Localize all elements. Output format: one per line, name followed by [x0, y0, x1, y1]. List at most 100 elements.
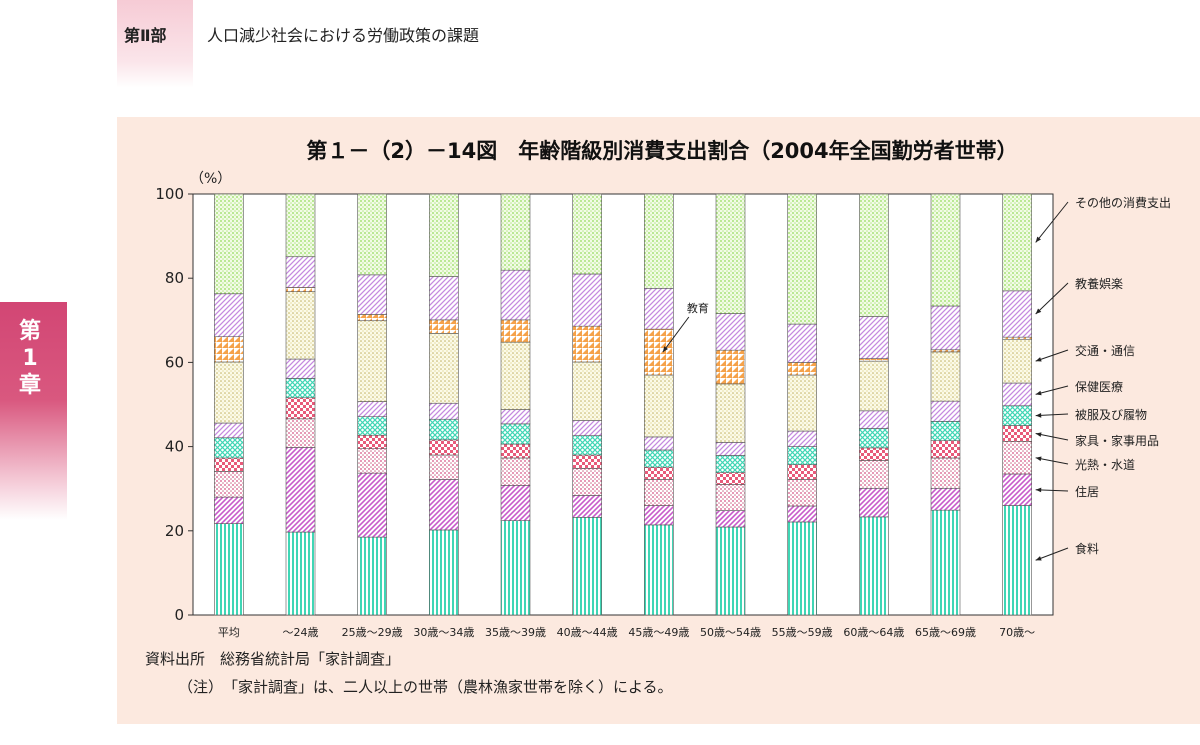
- bar-segment: [644, 524, 674, 616]
- bar-segment: [644, 328, 674, 376]
- bar-segment: [285, 193, 316, 258]
- bar-segment: [572, 495, 602, 518]
- bar-segment: [930, 457, 961, 489]
- y-tick-label: 80: [165, 269, 184, 287]
- legend-pointer-arrow: [1035, 357, 1042, 362]
- bar-segment: [930, 349, 961, 353]
- bar-segment: [572, 435, 602, 456]
- bar-segment: [357, 536, 387, 616]
- annotation-pointer-arrow: [662, 346, 669, 353]
- bar-segment: [214, 496, 244, 524]
- bar-segment: [357, 472, 387, 538]
- bar-segment: [429, 529, 459, 616]
- y-tick-label: 60: [165, 353, 184, 371]
- legend-label: 住居: [1075, 485, 1099, 499]
- part-tab: [117, 0, 193, 88]
- bar-segment: [787, 374, 817, 432]
- bar-segment: [787, 464, 817, 480]
- legend-pointer-arrow: [1035, 308, 1042, 314]
- bar-segment: [715, 349, 746, 385]
- x-tick-label: 25歳～29歳: [342, 626, 403, 639]
- y-tick-label: 40: [165, 438, 184, 456]
- bar-segment: [357, 320, 387, 402]
- bar-segment: [429, 402, 459, 420]
- bar-segment: [357, 434, 387, 450]
- x-tick-label: ～24歳: [283, 626, 319, 639]
- chapter-tab[interactable]: [0, 302, 67, 520]
- source-text: 資料出所 総務省統計局「家計調査」: [145, 650, 401, 668]
- chapter-label-part: 第: [18, 319, 41, 344]
- bar-segment: [859, 460, 889, 489]
- legend-pointer: [1035, 282, 1069, 315]
- legend-pointer: [1035, 547, 1069, 561]
- legend-label: 家具・家事用品: [1075, 433, 1159, 448]
- bar-segment: [357, 448, 387, 474]
- bar-segment: [715, 455, 746, 474]
- legend-pointer-arrow: [1035, 487, 1042, 493]
- bar-segment: [787, 362, 817, 376]
- bar-segment: [285, 418, 316, 448]
- bar-segment: [500, 443, 531, 459]
- y-axis-unit: （%）: [190, 171, 231, 187]
- bar-segment: [1002, 382, 1032, 407]
- legend-pointer-arrow: [1035, 556, 1042, 561]
- legend-pointer: [1035, 385, 1069, 395]
- legend-label: 食料: [1075, 541, 1099, 556]
- bar-segment: [787, 193, 817, 325]
- bar-segment: [214, 336, 244, 363]
- bar-segment: [644, 193, 674, 289]
- bar-segment: [930, 305, 961, 351]
- annotation-pointer: [662, 316, 690, 353]
- bar-segment: [572, 361, 602, 421]
- bar-segment: [285, 358, 316, 379]
- bar-segment: [429, 439, 459, 456]
- x-tick-label: 65歳～69歳: [915, 626, 976, 639]
- bar-segment: [572, 420, 602, 436]
- bar-segment: [429, 333, 459, 404]
- bar-segment: [644, 288, 674, 330]
- legend-pointer-arrow: [1035, 456, 1042, 462]
- bar-segment: [930, 351, 961, 402]
- bar-segment: [214, 437, 244, 459]
- note-text: （注） 「家計調査」は、二人以上の世帯（農林漁家世帯を除く）による。: [178, 678, 673, 696]
- bar-segment: [1002, 336, 1032, 340]
- bar-segment: [214, 361, 244, 424]
- bar-segment: [500, 485, 531, 521]
- bar-segment: [214, 193, 244, 295]
- bar-segment: [1002, 473, 1032, 506]
- bar-segment: [644, 505, 674, 526]
- bar-segment: [1002, 193, 1032, 292]
- x-tick-label: 50歳～54歳: [700, 626, 761, 639]
- bar-segment: [930, 440, 961, 459]
- bar-segment: [787, 446, 817, 466]
- bar-segment: [787, 430, 817, 447]
- bar-segment: [1002, 441, 1032, 475]
- bar-segment: [859, 516, 889, 616]
- bar-segment: [859, 487, 889, 518]
- x-tick-label: 30歳～34歳: [413, 626, 474, 639]
- bar-segment: [214, 471, 244, 498]
- legend-label: 保健医療: [1075, 380, 1123, 394]
- bar-segment: [715, 442, 746, 456]
- bar-segment: [572, 454, 602, 469]
- bar-segment: [930, 193, 961, 307]
- bar-segment: [214, 293, 244, 338]
- bar-segment: [787, 521, 817, 616]
- bar-segment: [500, 341, 531, 410]
- bar-segment: [572, 468, 602, 496]
- chapter-label[interactable]: 第 1 章: [0, 318, 60, 399]
- bar-segment: [214, 523, 244, 616]
- legend-pointer: [1035, 349, 1069, 362]
- bar-segment: [500, 193, 531, 271]
- bar-segment: [572, 193, 602, 275]
- legend-label: その他の消費支出: [1075, 195, 1171, 210]
- bar-segment: [285, 256, 316, 288]
- bar-segment: [500, 423, 531, 445]
- bar-segment: [787, 505, 817, 523]
- bar-segment: [429, 193, 459, 277]
- bar-segment: [715, 472, 746, 485]
- legend-label: 光熱・水道: [1075, 458, 1135, 472]
- bar-segment: [285, 397, 316, 420]
- bar-segment: [715, 510, 746, 528]
